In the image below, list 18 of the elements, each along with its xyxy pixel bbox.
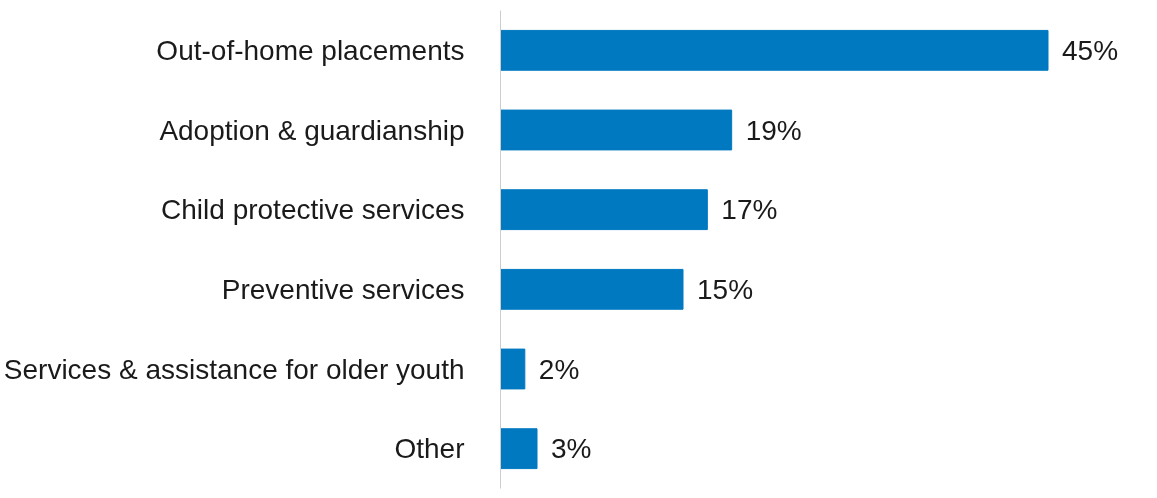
bar <box>500 109 733 151</box>
data-label: 45% <box>1062 34 1119 66</box>
y-tick-label: Out-of-home placements <box>156 34 465 66</box>
bar <box>500 428 538 470</box>
y-tick-label: Services & assistance for older youth <box>3 353 465 385</box>
data-label: 17% <box>721 194 778 226</box>
bar <box>500 189 708 231</box>
bar <box>500 348 526 390</box>
bar <box>500 268 684 310</box>
data-label: 19% <box>745 114 802 146</box>
bar <box>500 29 1049 71</box>
data-label: 2% <box>538 353 580 385</box>
y-tick-label: Other <box>394 433 465 465</box>
y-tick-label: Child protective services <box>161 194 465 226</box>
data-label: 15% <box>697 273 754 305</box>
data-label: 3% <box>551 433 592 465</box>
y-tick-label: Adoption & guardianship <box>159 114 465 146</box>
y-tick-label: Preventive services <box>221 273 465 305</box>
